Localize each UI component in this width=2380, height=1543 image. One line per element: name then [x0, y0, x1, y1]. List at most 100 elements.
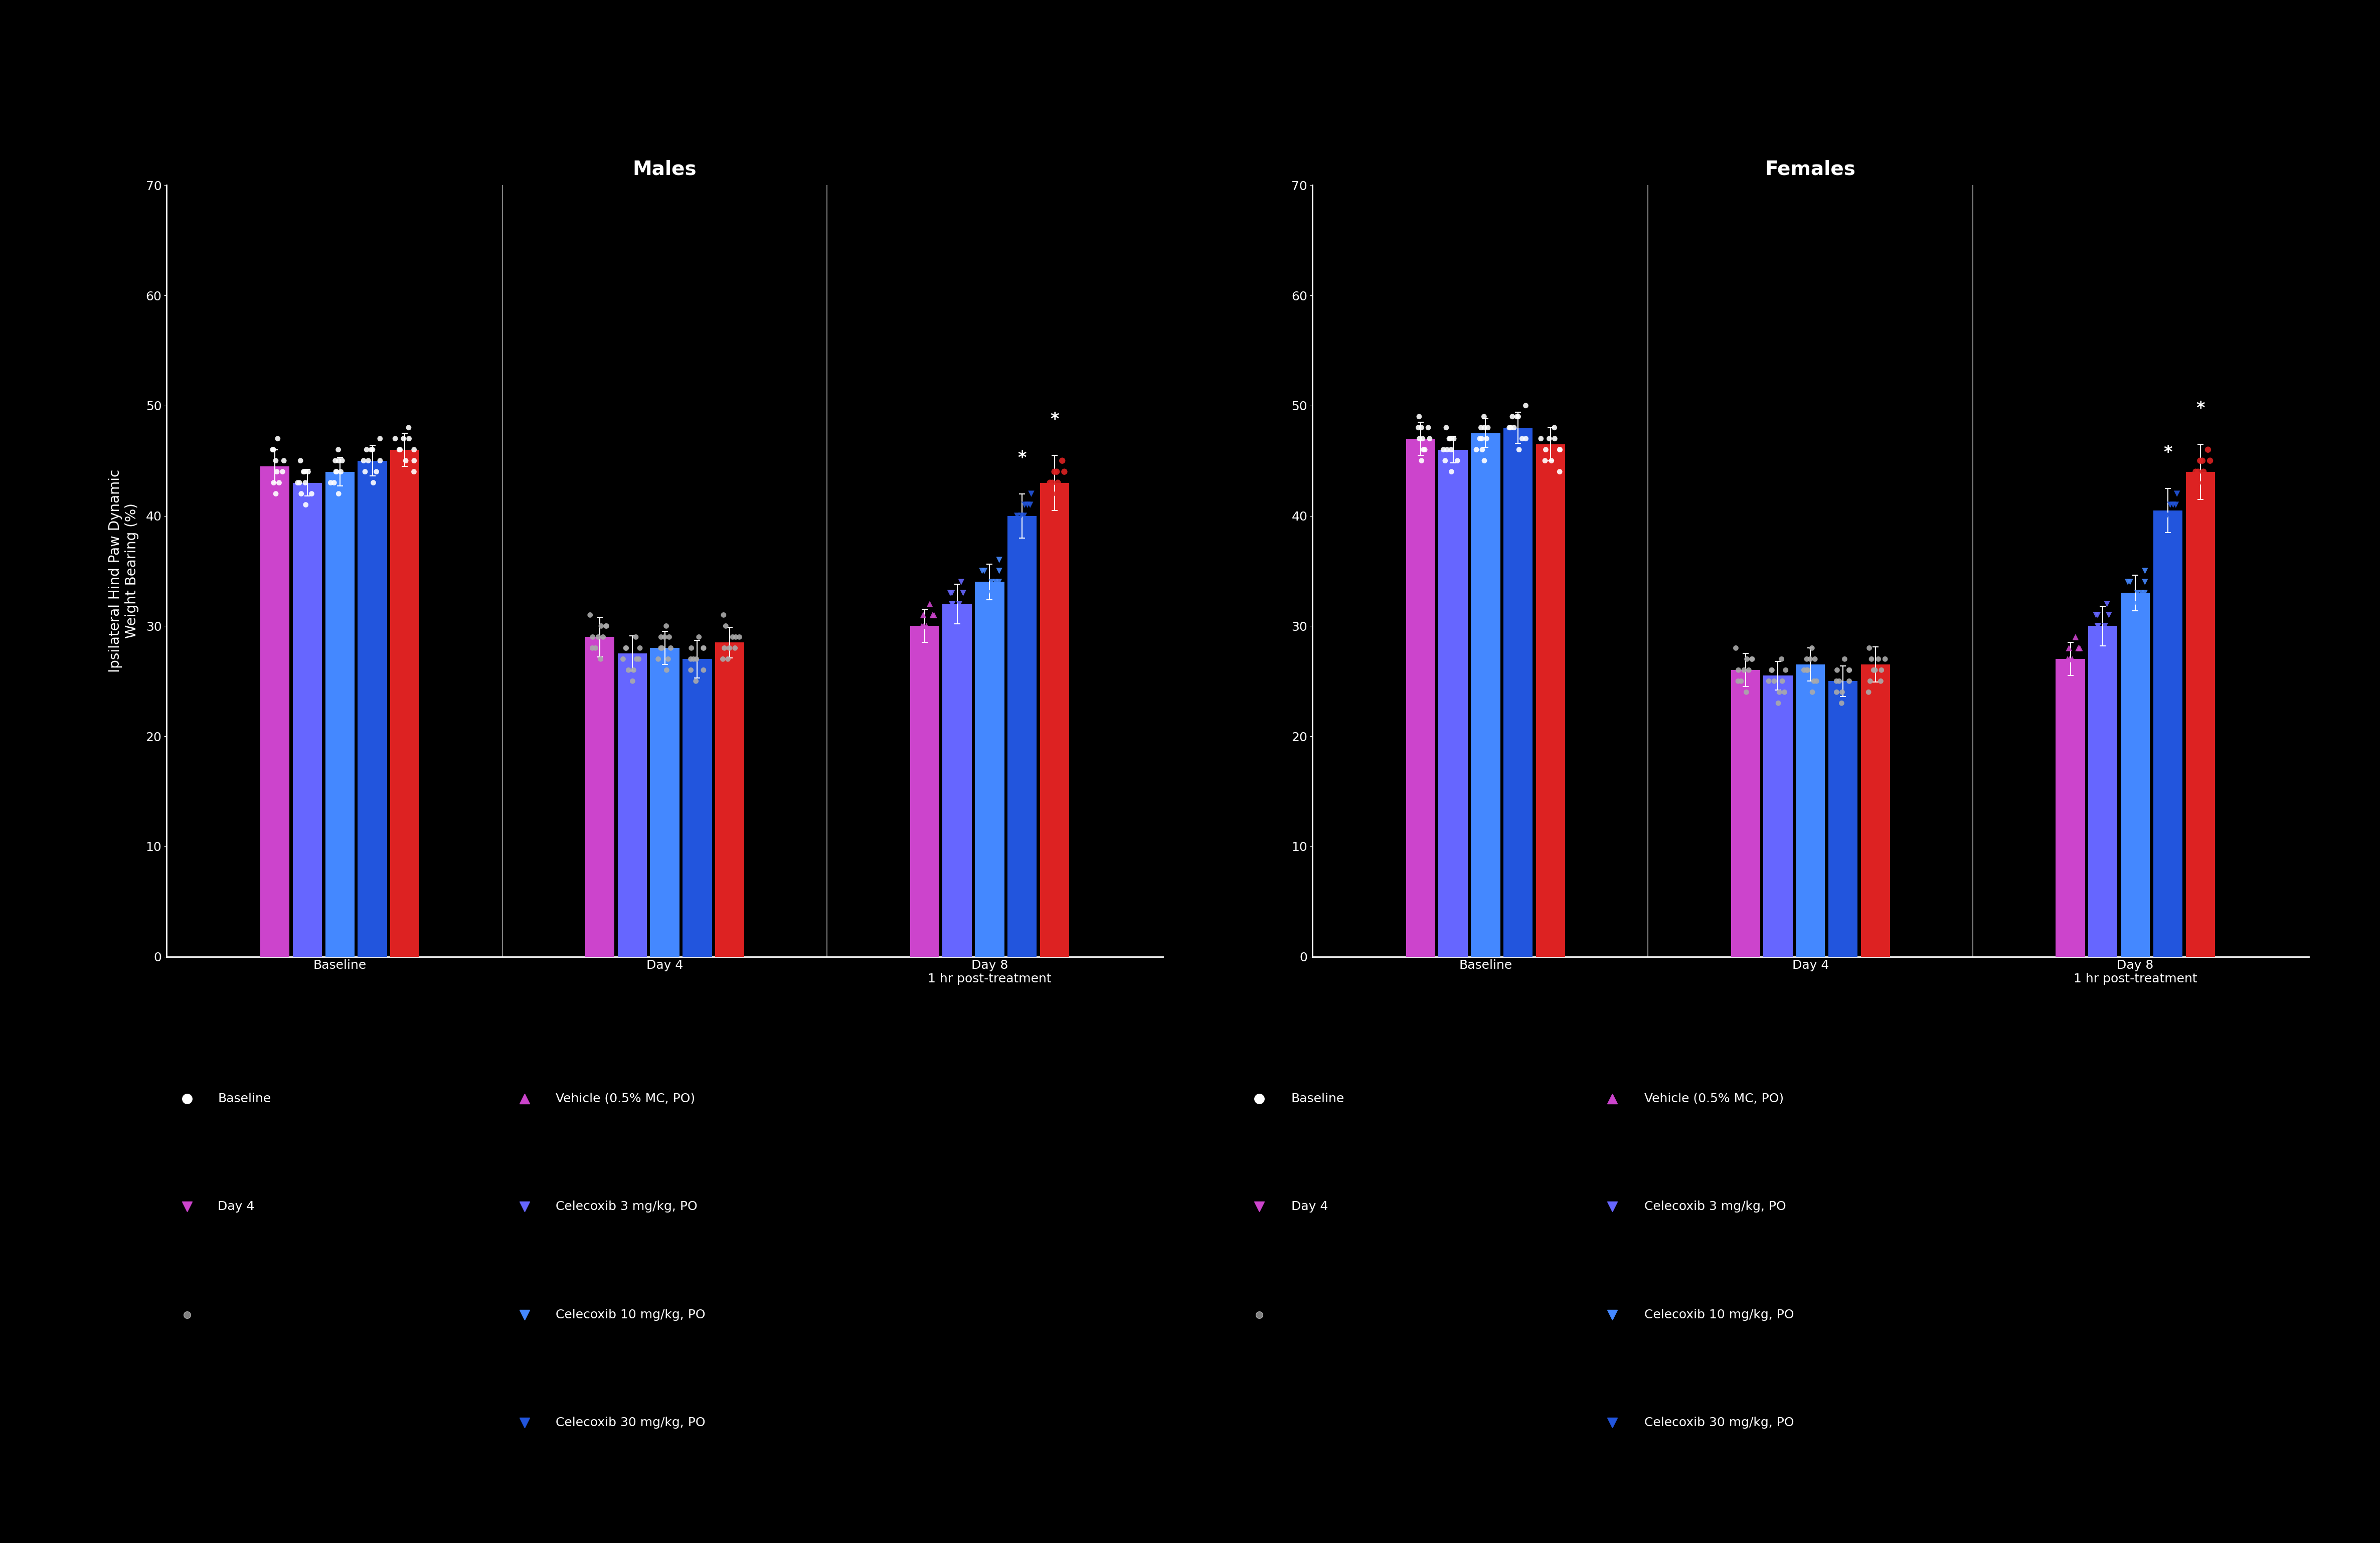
Bar	[1797, 665, 1825, 957]
Point	[1787, 647, 1825, 671]
Point	[904, 614, 942, 639]
Point	[1718, 657, 1756, 682]
Bar	[683, 659, 712, 957]
Point	[2047, 657, 2085, 682]
Point	[2075, 636, 2113, 660]
Point	[616, 647, 654, 671]
Point	[912, 591, 950, 616]
Bar	[326, 472, 355, 957]
Point	[2049, 636, 2087, 660]
Point	[1830, 668, 1868, 693]
Bar	[1828, 680, 1856, 957]
Bar	[1407, 438, 1435, 957]
Point	[578, 625, 616, 650]
Point	[1042, 449, 1081, 474]
Point	[1011, 492, 1050, 517]
Point	[286, 460, 324, 485]
Point	[1031, 471, 1069, 495]
Text: Celecoxib 30 mg/kg, PO: Celecoxib 30 mg/kg, PO	[555, 1416, 704, 1429]
Point	[1507, 426, 1545, 451]
Point	[2190, 481, 2228, 506]
Point	[574, 636, 612, 660]
Point	[1533, 449, 1571, 474]
Point	[650, 625, 688, 650]
Point	[1730, 657, 1768, 682]
Point	[1733, 647, 1771, 671]
Point	[2156, 492, 2194, 517]
Point	[709, 647, 747, 671]
Point	[2185, 460, 2223, 485]
Point	[1466, 415, 1504, 440]
Point	[1492, 415, 1530, 440]
Point	[1404, 426, 1442, 451]
Point	[945, 580, 983, 605]
Bar	[1040, 483, 1069, 957]
Point	[2078, 614, 2116, 639]
Bar	[1438, 449, 1468, 957]
Point	[1852, 668, 1890, 693]
Point	[640, 647, 678, 671]
Point	[1859, 647, 1897, 671]
Point	[902, 614, 940, 639]
Point	[997, 514, 1035, 539]
Bar	[650, 648, 678, 957]
Text: *: *	[2163, 444, 2173, 461]
Point	[2078, 625, 2116, 650]
Point	[264, 449, 302, 474]
Point	[1492, 404, 1530, 429]
Point	[1499, 437, 1537, 461]
Point	[1461, 415, 1499, 440]
Point	[2180, 460, 2218, 485]
Point	[345, 449, 383, 474]
Point	[647, 657, 685, 682]
Point	[2085, 614, 2123, 639]
Text: *: *	[1019, 449, 1026, 466]
Point	[1526, 437, 1564, 461]
Point	[355, 437, 393, 461]
Point	[1823, 680, 1861, 705]
Point	[997, 503, 1035, 528]
Point	[1464, 426, 1502, 451]
Text: Celecoxib 3 mg/kg, PO: Celecoxib 3 mg/kg, PO	[555, 1200, 697, 1213]
Point	[574, 625, 612, 650]
Point	[942, 569, 981, 594]
Point	[286, 460, 324, 485]
Point	[685, 636, 724, 660]
Point	[1825, 647, 1864, 671]
Point	[973, 569, 1011, 594]
Point	[674, 647, 712, 671]
Point	[1040, 481, 1078, 506]
Point	[2080, 614, 2118, 639]
Point	[255, 437, 293, 461]
Point	[605, 647, 643, 671]
Bar	[585, 637, 614, 957]
Point	[609, 657, 647, 682]
Point	[971, 580, 1009, 605]
Point	[314, 471, 352, 495]
Point	[616, 625, 654, 650]
Point	[2187, 471, 2225, 495]
Point	[933, 591, 971, 616]
Point	[1468, 415, 1507, 440]
Point	[1764, 647, 1802, 671]
Point	[676, 668, 714, 693]
Point	[2111, 569, 2149, 594]
Point	[2154, 492, 2192, 517]
Point	[1797, 647, 1835, 671]
Point	[1499, 404, 1537, 429]
Point	[2059, 636, 2097, 660]
Point	[716, 625, 754, 650]
Point	[2178, 460, 2216, 485]
Point	[1466, 449, 1504, 474]
Point	[981, 559, 1019, 583]
Point	[1011, 481, 1050, 506]
Point	[576, 636, 614, 660]
Point	[352, 437, 390, 461]
Point	[1411, 426, 1449, 451]
Bar	[1535, 444, 1566, 957]
Text: Baseline: Baseline	[219, 1092, 271, 1105]
Point	[621, 636, 659, 660]
Point	[355, 471, 393, 495]
Point	[1723, 668, 1761, 693]
Point	[707, 614, 745, 639]
